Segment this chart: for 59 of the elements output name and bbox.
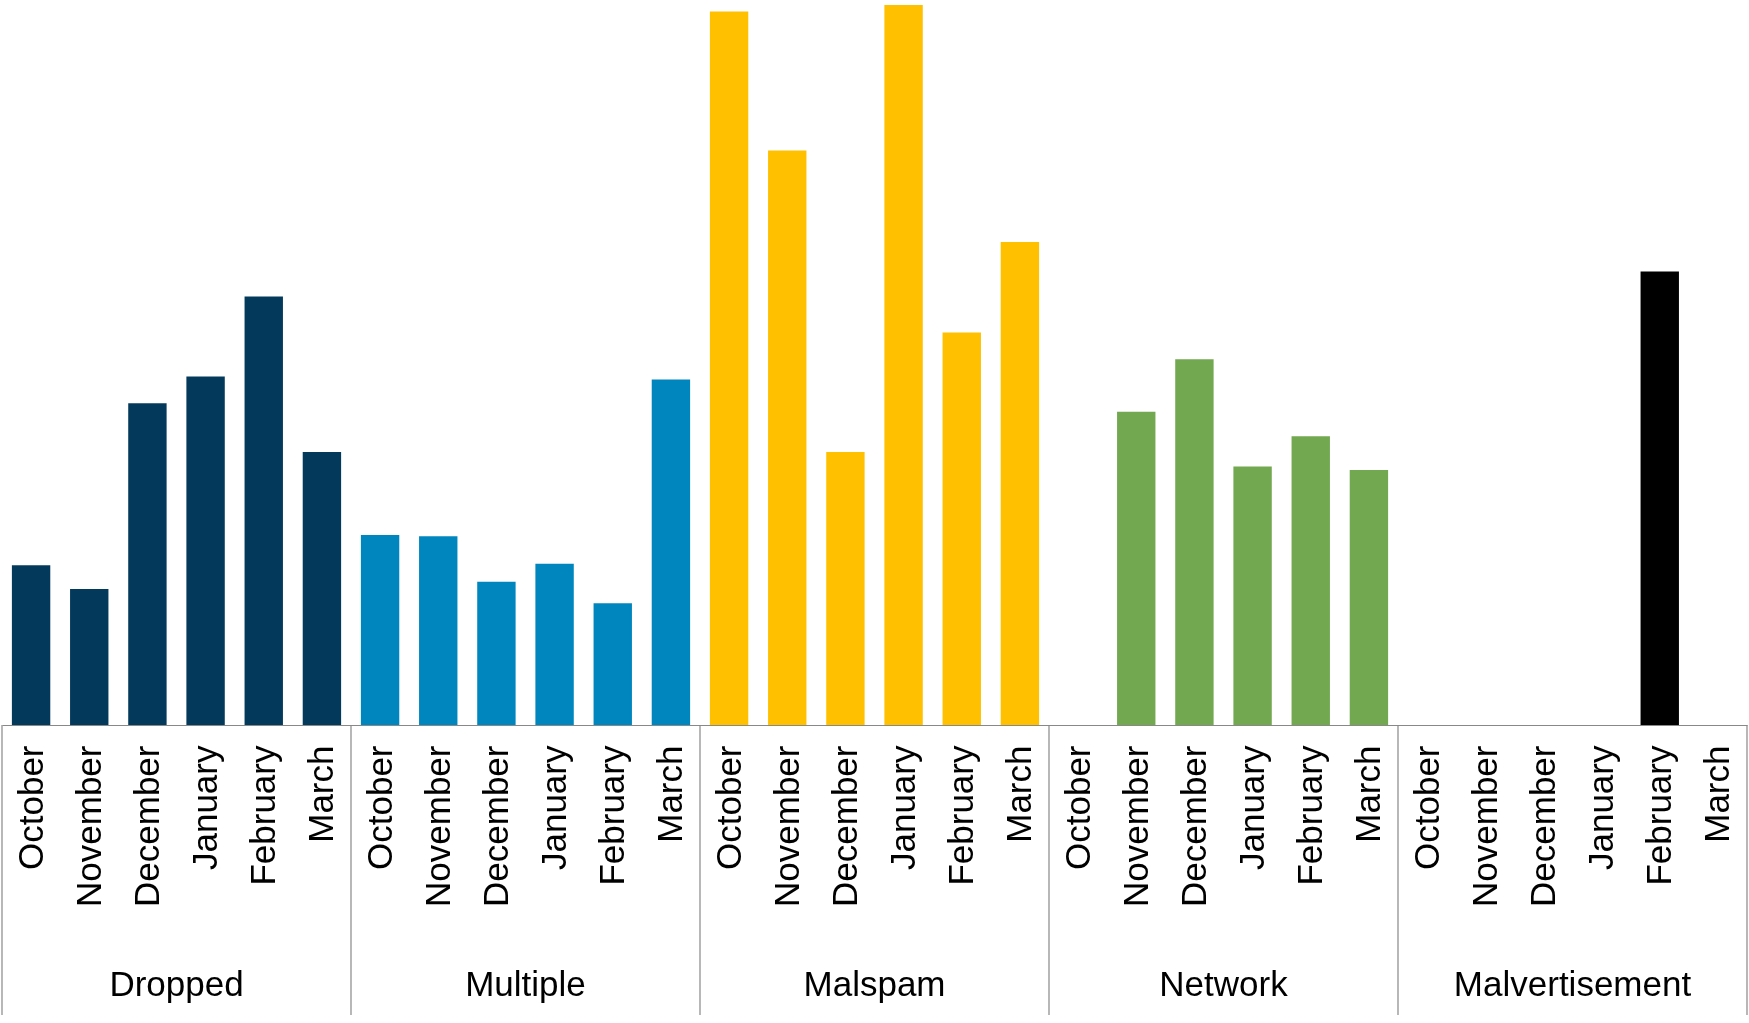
bar [1349, 470, 1389, 725]
bar [1291, 436, 1330, 725]
bar [128, 403, 167, 725]
x-tick-label: November [68, 745, 108, 907]
bar [651, 379, 691, 725]
bar [942, 332, 981, 725]
x-tick-label: October [10, 745, 50, 870]
bar [477, 581, 516, 725]
bar [11, 565, 51, 725]
text: Multiple [465, 964, 586, 1003]
x-tick-label: December [126, 745, 166, 907]
bar [1000, 241, 1040, 725]
bar [535, 563, 574, 725]
x-tick-label: November [766, 745, 806, 907]
bar [302, 452, 342, 725]
bar [884, 5, 923, 725]
x-tick-label: January [534, 745, 574, 871]
bar [1175, 359, 1214, 725]
bar [826, 452, 865, 725]
bar [360, 534, 400, 725]
bar [244, 296, 283, 725]
x-tick-label: January [185, 745, 225, 871]
x-tick-label: March [1697, 745, 1737, 843]
x-tick-label: December [824, 745, 864, 907]
x-tick-label: February [592, 745, 632, 886]
x-tick-label: October [359, 745, 399, 870]
bar [1640, 271, 1679, 725]
x-tick-label: March [301, 745, 341, 843]
bar [1233, 466, 1272, 725]
bar [593, 603, 632, 725]
x-tick-label: February [1290, 745, 1330, 886]
x-tick-label: March [1348, 745, 1388, 843]
x-tick-label: November [1464, 745, 1504, 907]
x-tick-label: March [999, 745, 1039, 843]
x-tick-label: November [417, 745, 457, 907]
x-tick-label: February [1639, 745, 1679, 886]
x-tick-label: November [1115, 745, 1155, 907]
x-tick-label: December [1522, 745, 1562, 907]
text: Malvertisement [1453, 964, 1692, 1003]
x-tick-label: December [1173, 745, 1213, 907]
x-tick-label: October [1406, 745, 1446, 870]
text: Malspam [803, 964, 946, 1003]
bar [768, 150, 807, 725]
x-tick-label: January [1232, 745, 1272, 871]
bar [186, 376, 225, 725]
bar [709, 11, 749, 725]
x-tick-label: March [650, 745, 690, 843]
x-tick-label: December [475, 745, 515, 907]
x-tick-label: October [708, 745, 748, 870]
x-tick-label: January [1581, 745, 1621, 871]
bar [70, 588, 109, 725]
x-tick-label: January [883, 745, 923, 871]
x-tick-label: February [243, 745, 283, 886]
text: Network [1159, 964, 1289, 1003]
bar [1117, 411, 1156, 725]
text: Dropped [109, 964, 244, 1003]
x-tick-label: February [941, 745, 981, 886]
x-tick-label: October [1057, 745, 1097, 870]
bar [419, 536, 458, 725]
